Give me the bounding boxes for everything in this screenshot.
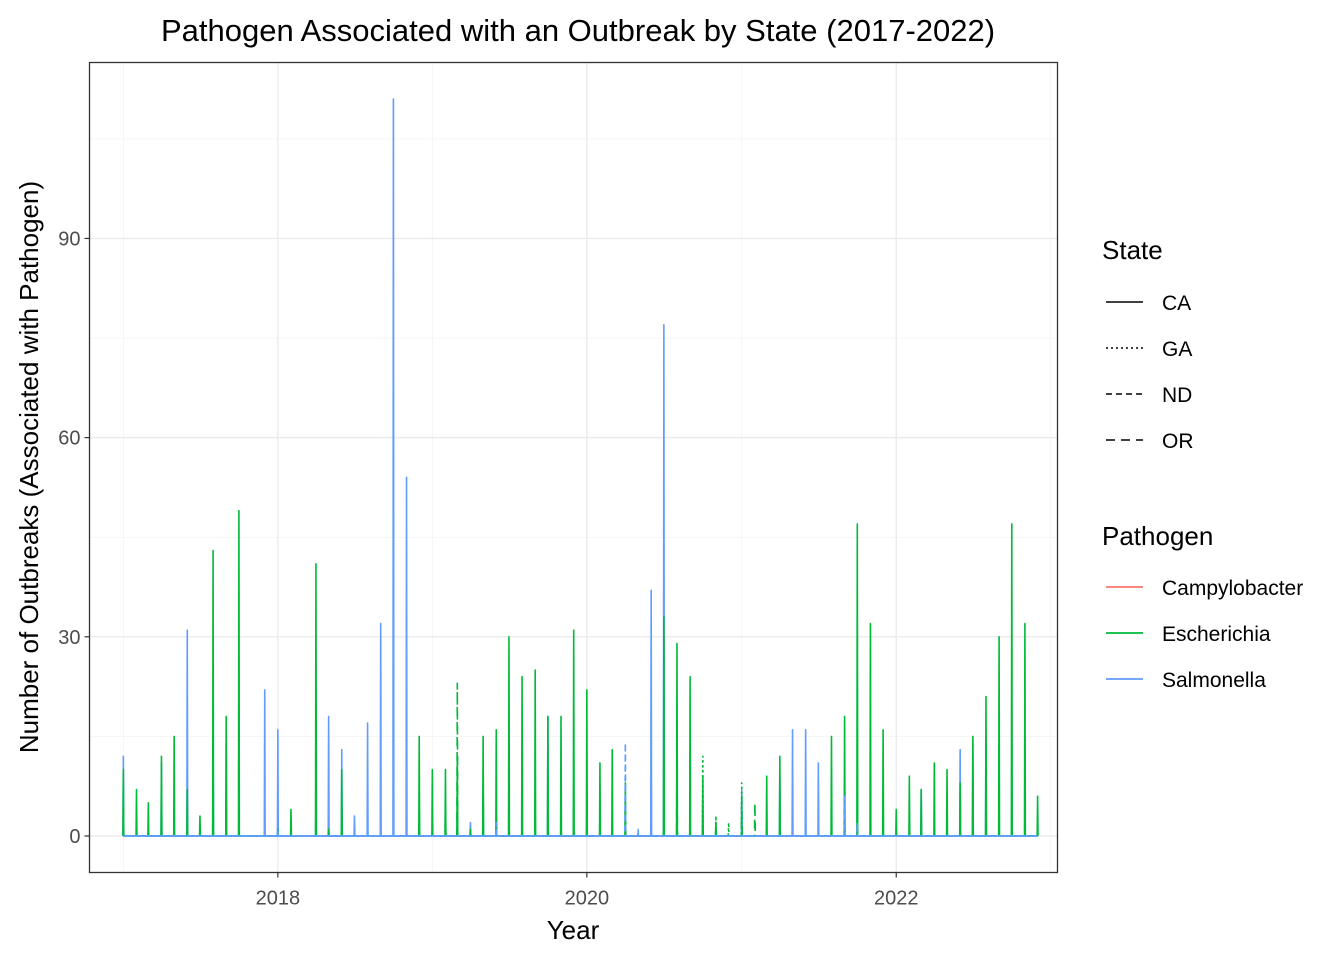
y-axis: 0 30 60 90	[58, 228, 90, 848]
chart-title: Pathogen Associated with an Outbreak by …	[161, 13, 995, 48]
plot-border	[88, 61, 1059, 874]
plot-series	[122, 98, 1039, 837]
legend-label-nd: ND	[1162, 384, 1192, 407]
y-axis-title: Number of Outbreaks (Associated with Pat…	[14, 181, 44, 753]
series-line-salmonella-nd	[276, 742, 859, 837]
x-axis-title: Year	[547, 915, 600, 945]
y-tick-label: 60	[58, 428, 80, 450]
x-tick-label: 2022	[874, 888, 919, 910]
x-tick-label: 2020	[565, 888, 610, 910]
y-tick-label: 90	[58, 228, 80, 250]
series-line-escherichia-ca	[122, 509, 1039, 837]
legend-label-escherichia: Escherichia	[1162, 623, 1271, 646]
grid-minor	[89, 62, 1058, 873]
series-line-salmonella-ca	[122, 98, 1039, 837]
legend-state-title: State	[1102, 235, 1163, 265]
legend-pathogen: Pathogen Campylobacter Escherichia Salmone…	[1102, 521, 1303, 692]
series-line-escherichia-ga	[418, 755, 743, 837]
x-axis: 2018 2020 2022	[256, 872, 919, 910]
y-tick-label: 0	[69, 826, 80, 848]
legend-label-ca: CA	[1162, 292, 1191, 315]
legend-state: State CA GA ND OR	[1102, 235, 1194, 453]
series-line-escherichia-or	[456, 682, 757, 837]
x-tick-label: 2018	[256, 888, 301, 910]
legend-label-salmonella: Salmonella	[1162, 669, 1266, 692]
legend-label-campylobacter: Campylobacter	[1162, 577, 1303, 600]
y-tick-label: 30	[58, 627, 80, 649]
legend-label-ga: GA	[1162, 338, 1192, 361]
legend-label-or: OR	[1162, 430, 1194, 453]
legend-pathogen-title: Pathogen	[1102, 521, 1213, 551]
